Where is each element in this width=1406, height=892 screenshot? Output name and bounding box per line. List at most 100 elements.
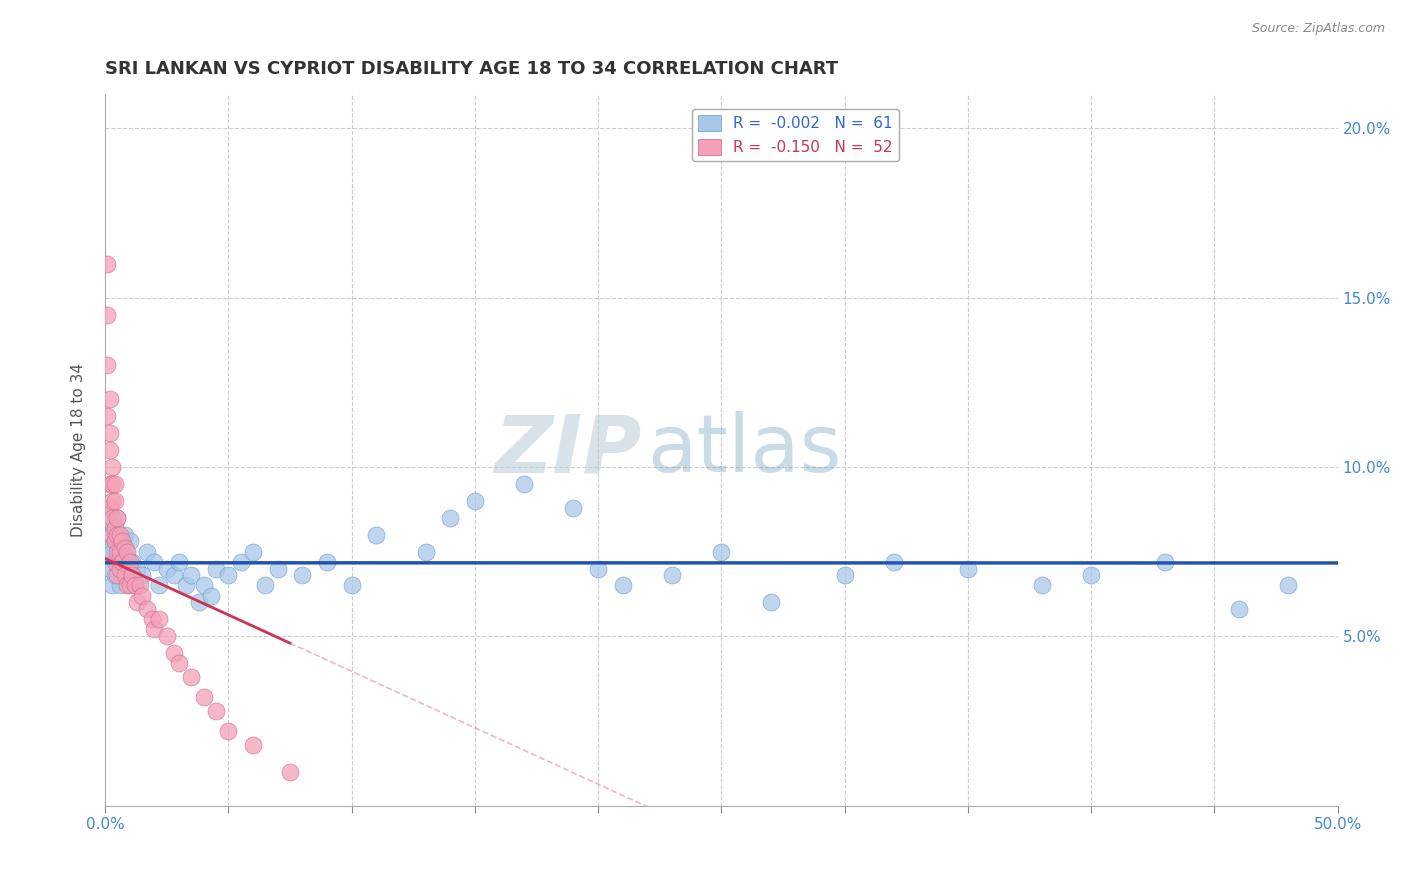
- Point: [141, 612, 163, 626]
- Point: [176, 578, 198, 592]
- Point: [108, 527, 131, 541]
- Point: [124, 578, 146, 592]
- Point: [131, 568, 153, 582]
- Text: Source: ZipAtlas.com: Source: ZipAtlas.com: [1251, 22, 1385, 36]
- Point: [128, 578, 150, 592]
- Point: [98, 392, 121, 407]
- Point: [242, 738, 264, 752]
- Point: [883, 555, 905, 569]
- Point: [759, 595, 782, 609]
- Point: [148, 578, 170, 592]
- Point: [1031, 578, 1053, 592]
- Point: [661, 568, 683, 582]
- Point: [108, 544, 131, 558]
- Point: [562, 500, 585, 515]
- Point: [131, 589, 153, 603]
- Point: [710, 544, 733, 558]
- Point: [205, 704, 228, 718]
- Point: [167, 657, 190, 671]
- Point: [148, 612, 170, 626]
- Point: [104, 476, 127, 491]
- Point: [254, 578, 277, 592]
- Point: [1227, 602, 1250, 616]
- Point: [439, 510, 461, 524]
- Point: [115, 578, 138, 592]
- Point: [586, 561, 609, 575]
- Point: [114, 527, 136, 541]
- Text: SRI LANKAN VS CYPRIOT DISABILITY AGE 18 TO 34 CORRELATION CHART: SRI LANKAN VS CYPRIOT DISABILITY AGE 18 …: [105, 60, 838, 78]
- Point: [121, 555, 143, 569]
- Point: [124, 578, 146, 592]
- Point: [163, 568, 186, 582]
- Point: [104, 534, 127, 549]
- Point: [115, 544, 138, 558]
- Point: [163, 646, 186, 660]
- Point: [125, 561, 148, 575]
- Point: [105, 510, 128, 524]
- Point: [1080, 568, 1102, 582]
- Point: [111, 568, 134, 582]
- Point: [121, 568, 143, 582]
- Point: [242, 544, 264, 558]
- Point: [96, 308, 118, 322]
- Point: [101, 476, 124, 491]
- Point: [135, 602, 157, 616]
- Point: [104, 527, 127, 541]
- Point: [1277, 578, 1299, 592]
- Point: [193, 578, 215, 592]
- Point: [104, 555, 127, 569]
- Point: [291, 568, 314, 582]
- Point: [125, 595, 148, 609]
- Point: [956, 561, 979, 575]
- Point: [114, 561, 136, 575]
- Point: [200, 589, 222, 603]
- Legend: R =  -0.002   N =  61, R =  -0.150   N =  52: R = -0.002 N = 61, R = -0.150 N = 52: [692, 109, 898, 161]
- Point: [108, 534, 131, 549]
- Point: [156, 561, 179, 575]
- Point: [513, 476, 536, 491]
- Point: [98, 561, 121, 575]
- Point: [96, 510, 118, 524]
- Point: [115, 551, 138, 566]
- Point: [205, 561, 228, 575]
- Point: [104, 493, 127, 508]
- Point: [101, 578, 124, 592]
- Point: [278, 764, 301, 779]
- Point: [111, 544, 134, 558]
- Point: [143, 555, 166, 569]
- Point: [229, 555, 252, 569]
- Point: [96, 359, 118, 373]
- Point: [118, 578, 141, 592]
- Point: [111, 534, 134, 549]
- Point: [464, 493, 486, 508]
- Point: [167, 555, 190, 569]
- Point: [1154, 555, 1177, 569]
- Point: [101, 527, 124, 541]
- Point: [114, 568, 136, 582]
- Point: [156, 629, 179, 643]
- Point: [135, 544, 157, 558]
- Point: [266, 561, 288, 575]
- Point: [114, 541, 136, 556]
- Text: ZIP: ZIP: [494, 411, 641, 489]
- Point: [98, 500, 121, 515]
- Point: [105, 510, 128, 524]
- Point: [98, 426, 121, 441]
- Point: [98, 442, 121, 457]
- Point: [180, 568, 202, 582]
- Point: [96, 409, 118, 424]
- Point: [105, 555, 128, 569]
- Point: [118, 534, 141, 549]
- Point: [180, 670, 202, 684]
- Point: [415, 544, 437, 558]
- Point: [834, 568, 856, 582]
- Point: [98, 527, 121, 541]
- Point: [143, 623, 166, 637]
- Point: [118, 555, 141, 569]
- Point: [101, 544, 124, 558]
- Point: [187, 595, 209, 609]
- Point: [111, 555, 134, 569]
- Point: [104, 568, 127, 582]
- Point: [108, 578, 131, 592]
- Point: [105, 527, 128, 541]
